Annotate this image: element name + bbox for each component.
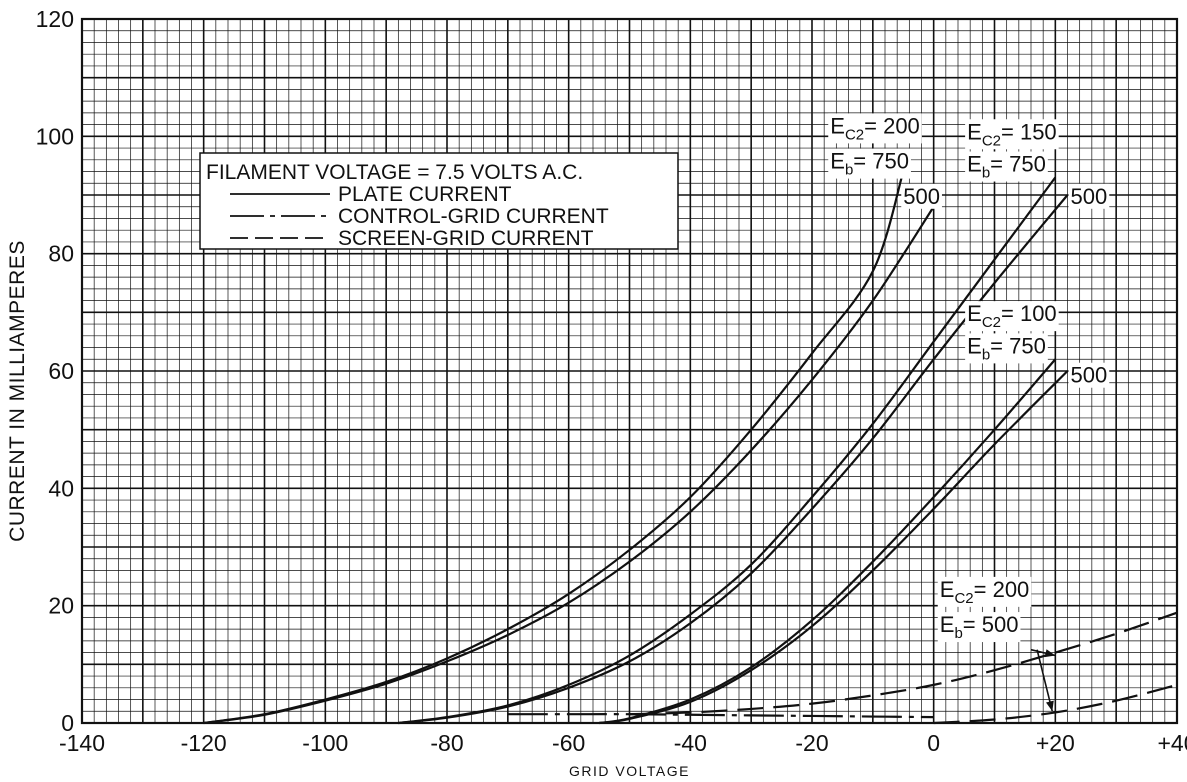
series-plate-ec2-100-eb-500: [598, 370, 1069, 725]
annotation-text: Eb= 750: [967, 333, 1046, 363]
annotation-a11: Eb= 500: [937, 612, 1021, 643]
x-axis-label: GRID VOLTAGE: [569, 763, 690, 779]
y-tick-label: 40: [48, 475, 74, 501]
y-tick-label: 0: [61, 710, 74, 736]
x-tick-label: 0: [927, 730, 940, 756]
x-tick-label: -80: [430, 730, 463, 756]
series-plate-ec2-200-eb-750: [203, 171, 905, 725]
series-screen-grid-ec2-200-eb-500: [933, 683, 1178, 725]
y-tick-label: 100: [36, 123, 74, 149]
y-axis-label: CURRENT IN MILLIAMPERES: [6, 240, 29, 542]
legend-heading: FILAMENT VOLTAGE = 7.5 VOLTS A.C.: [206, 161, 583, 184]
annotation-arrowhead: [1044, 649, 1056, 658]
annotation-bg: [828, 148, 911, 179]
axis-ticks: -140 -120 -100 -80 -60 -40 -20 0 +20 +40 0 20 40 60 80…: [36, 6, 1187, 756]
annotation-arrow: [1036, 649, 1054, 712]
x-tick-label: -120: [181, 730, 227, 756]
y-tick-label: 60: [48, 358, 74, 384]
annotation-text: EC2= 150: [967, 119, 1057, 149]
annotation-a5: Eb= 750: [965, 151, 1048, 182]
series-screen-grid-ec2-200-eb-500: [629, 611, 1178, 716]
legend-label-plate: PLATE CURRENT: [338, 183, 512, 206]
series-control-grid-ec2-200-eb-500: [507, 713, 934, 719]
annotation-bg: [937, 612, 1021, 643]
x-tick-label: +40: [1157, 730, 1187, 756]
annotation-arrowhead: [1046, 700, 1054, 712]
x-tick-label: -100: [302, 730, 348, 756]
annotation-bg: [965, 333, 1048, 364]
annotation-a7: EC2= 100: [965, 301, 1059, 332]
annotation-a2: Eb= 750: [828, 148, 911, 179]
annotation-bg: [828, 113, 922, 144]
annotation-text: 500: [1071, 184, 1108, 209]
series-plate-ec2-100-eb-750: [598, 358, 1057, 725]
annotation-bg: [901, 183, 942, 209]
annotation-bg: [965, 119, 1059, 150]
plot-frame: [80, 17, 1179, 725]
annotation-text: Eb= 750: [967, 152, 1046, 182]
annotation-a8: Eb= 750: [965, 333, 1048, 364]
legend-label-control-grid: CONTROL-GRID CURRENT: [338, 205, 609, 228]
x-tick-label: +20: [1036, 730, 1075, 756]
annotation-text: 500: [1071, 363, 1108, 388]
annotation-text: Eb= 500: [940, 612, 1019, 642]
x-tick-label: -60: [552, 730, 585, 756]
series-plate-ec2-200-eb-500: [203, 206, 935, 725]
annotation-bg: [1068, 362, 1110, 388]
annotation-a10: EC2= 200: [937, 576, 1032, 607]
annotation-text: EC2= 200: [830, 113, 920, 143]
annotation-text: 500: [903, 184, 940, 209]
annotation-text: Eb= 750: [830, 149, 909, 179]
y-tick-label: 120: [36, 6, 74, 32]
legend-box: [199, 152, 679, 250]
annotation-bg: [965, 151, 1048, 182]
chart-legend: FILAMENT VOLTAGE = 7.5 VOLTS A.C. PLATE …: [199, 152, 679, 250]
annotation-a9: 500: [1068, 362, 1110, 388]
annotation-text: EC2= 200: [940, 577, 1030, 607]
annotation-a3: 500: [901, 183, 942, 209]
y-tick-label: 20: [48, 593, 74, 619]
series-plate-ec2-150-eb-500: [398, 194, 1069, 725]
chart-series: [203, 171, 1178, 725]
annotation-a6: 500: [1068, 183, 1110, 209]
series-plate-ec2-150-eb-750: [398, 176, 1057, 725]
annotation-a4: EC2= 150: [965, 119, 1059, 150]
annotation-bg: [965, 301, 1059, 332]
annotation-text: EC2= 100: [967, 301, 1057, 331]
annotation-bg: [1068, 183, 1110, 209]
annotation-bg: [937, 576, 1032, 607]
x-tick-label: -140: [59, 730, 105, 756]
x-tick-label: -40: [674, 730, 707, 756]
y-tick-label: 80: [48, 241, 74, 267]
annotation-a1: EC2= 200: [828, 113, 922, 144]
legend-label-screen-grid: SCREEN-GRID CURRENT: [338, 227, 594, 250]
x-tick-label: -20: [795, 730, 828, 756]
